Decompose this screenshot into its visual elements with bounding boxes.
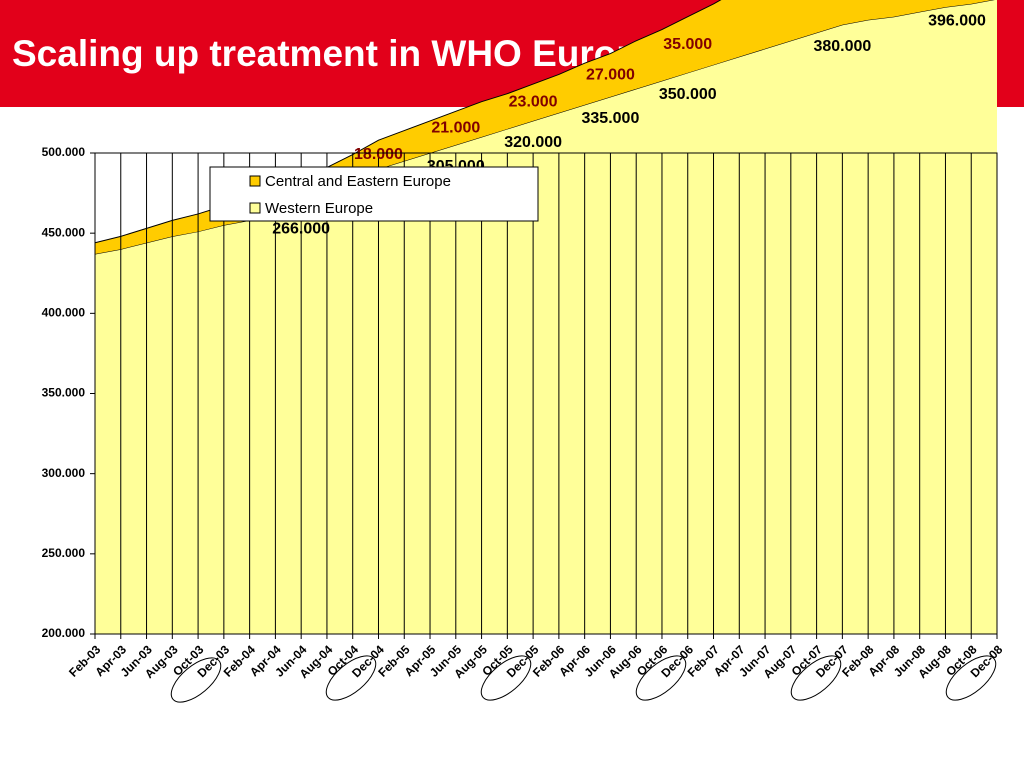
y-tick-label: 500.000 <box>42 145 86 159</box>
legend-label: Western Europe <box>265 200 373 217</box>
highlight-circle <box>170 657 222 703</box>
legend-swatch <box>249 202 261 214</box>
legend-swatch <box>249 175 261 187</box>
data-label: 35.000 <box>663 36 712 53</box>
data-label: 380.000 <box>813 38 871 55</box>
y-tick-label: 250.000 <box>42 546 86 560</box>
data-label: 320.000 <box>504 134 562 151</box>
data-label: 21.000 <box>431 119 480 136</box>
y-tick-label: 200.000 <box>42 626 86 640</box>
y-tick-label: 350.000 <box>42 386 86 400</box>
highlight-circles <box>170 655 997 703</box>
highlight-circle <box>480 655 532 701</box>
highlight-circle <box>945 655 997 701</box>
data-label: 350.000 <box>659 86 717 103</box>
data-label: 335.000 <box>582 110 640 127</box>
area <box>95 0 997 634</box>
highlight-circle <box>325 655 377 701</box>
highlight-circle <box>790 655 842 701</box>
plot-frame <box>94 152 998 635</box>
data-label: 266.000 <box>272 221 330 238</box>
y-tick-label: 300.000 <box>42 466 86 480</box>
data-label: 18.000 <box>354 146 403 163</box>
highlight-circle <box>635 655 687 701</box>
data-label: 27.000 <box>586 66 635 83</box>
legend-label: Central and Eastern Europe <box>265 173 451 190</box>
y-tick-label: 450.000 <box>42 225 86 239</box>
y-tick-label: 400.000 <box>42 306 86 320</box>
data-label: 23.000 <box>509 94 558 111</box>
data-label: 396.000 <box>928 12 986 29</box>
legend-box <box>209 166 539 222</box>
